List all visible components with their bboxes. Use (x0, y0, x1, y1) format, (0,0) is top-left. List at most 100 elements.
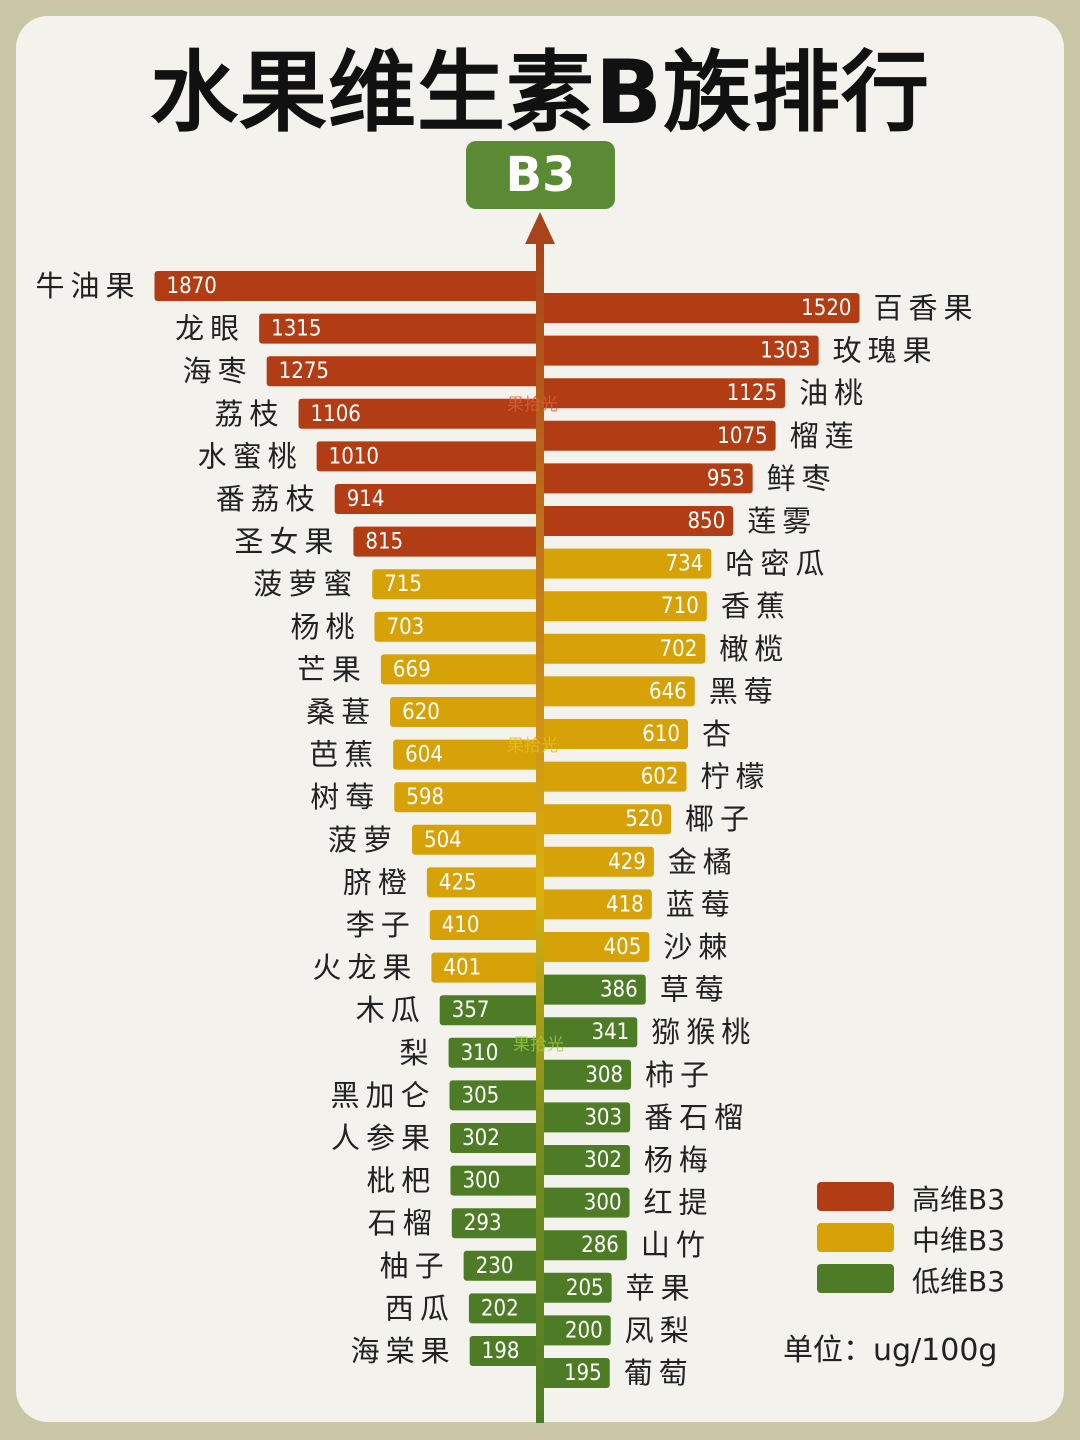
left-fruit-label-2: 龙眼 (175, 312, 245, 346)
right-value-label-9: 702 (660, 637, 698, 662)
right-bar-15 (540, 889, 652, 920)
left-value-label-14: 504 (424, 828, 462, 853)
right-fruit-label-8: 香蕉 (721, 589, 791, 623)
right-value-label-14: 429 (608, 850, 646, 875)
left-value-label-20: 305 (462, 1083, 500, 1108)
right-fruit-label-23: 山竹 (641, 1228, 711, 1262)
left-bar-24 (463, 1250, 540, 1281)
left-fruit-label-23: 石榴 (368, 1206, 438, 1240)
legend-label-high: 高维B3 (912, 1183, 1006, 1216)
right-fruit-label-12: 柠檬 (700, 760, 770, 794)
left-value-label-16: 410 (442, 913, 480, 938)
right-value-label-8: 710 (661, 594, 699, 619)
right-fruit-label-9: 橄榄 (719, 632, 789, 666)
left-bar-26 (469, 1336, 540, 1366)
left-value-label-8: 715 (384, 572, 422, 597)
right-fruit-label-11: 杏 (702, 717, 737, 751)
right-fruit-label-10: 黑莓 (709, 674, 779, 708)
left-value-label-12: 604 (405, 743, 443, 768)
right-bar-21 (540, 1145, 630, 1175)
right-fruit-label-1: 百香果 (874, 291, 979, 325)
left-bar-19 (448, 1037, 540, 1068)
left-value-label-18: 357 (452, 998, 490, 1023)
left-value-label-10: 669 (393, 657, 431, 682)
left-bar-23 (451, 1208, 540, 1239)
right-bar-13 (540, 804, 672, 835)
left-fruit-label-18: 木瓜 (356, 993, 426, 1027)
right-bar-25 (540, 1315, 611, 1346)
left-bar-2 (259, 313, 540, 344)
left-fruit-label-13: 树莓 (310, 780, 380, 814)
right-value-label-20: 303 (584, 1105, 622, 1130)
legend-label-mid: 中维B3 (912, 1224, 1006, 1257)
left-fruit-label-8: 菠萝蜜 (253, 567, 358, 601)
watermark-1: 果拾光 (507, 395, 558, 415)
left-bar-22 (450, 1165, 540, 1196)
right-bar-17 (540, 974, 646, 1005)
right-bar-10 (540, 676, 695, 707)
right-bar-6 (540, 506, 734, 536)
legend-swatch-high (817, 1182, 894, 1211)
left-value-label-21: 302 (462, 1126, 500, 1151)
left-bar-3 (266, 356, 540, 387)
right-value-label-18: 341 (591, 1020, 629, 1045)
axis-arrow-icon (525, 212, 555, 244)
left-fruit-label-22: 枇杷 (366, 1164, 436, 1198)
left-fruit-label-26: 海棠果 (351, 1334, 456, 1368)
left-fruit-label-11: 桑葚 (306, 695, 376, 729)
left-bar-10 (380, 654, 540, 685)
legend-swatch-mid (817, 1223, 894, 1252)
left-bar-16 (429, 910, 540, 940)
left-value-label-7: 815 (365, 530, 403, 555)
left-fruit-label-25: 西瓜 (385, 1291, 455, 1325)
right-fruit-label-21: 杨梅 (644, 1143, 714, 1177)
left-bar-9 (374, 611, 540, 642)
right-value-label-21: 302 (584, 1148, 622, 1173)
left-fruit-label-6: 番荔枝 (216, 482, 321, 516)
left-fruit-label-5: 水蜜桃 (198, 439, 303, 473)
right-bar-19 (540, 1059, 632, 1090)
left-fruit-label-19: 梨 (400, 1036, 435, 1070)
left-value-label-13: 598 (406, 785, 444, 810)
right-value-label-2: 1303 (760, 339, 810, 364)
left-bar-25 (468, 1293, 540, 1324)
right-value-label-23: 286 (581, 1233, 619, 1258)
left-bar-11 (390, 697, 540, 727)
right-bar-12 (540, 761, 687, 792)
left-bar-1 (154, 271, 540, 301)
right-bar-23 (540, 1230, 627, 1261)
left-bar-15 (426, 867, 540, 898)
left-bar-6 (334, 484, 540, 514)
left-value-label-11: 620 (402, 700, 440, 725)
right-fruit-label-25: 凤梨 (625, 1313, 695, 1347)
right-fruit-label-13: 椰子 (685, 802, 755, 836)
right-value-label-13: 520 (625, 807, 663, 832)
right-value-label-3: 1125 (727, 381, 777, 406)
right-value-label-4: 1075 (717, 424, 767, 449)
right-fruit-label-2: 玫瑰果 (833, 334, 938, 368)
right-bar-20 (540, 1102, 631, 1133)
left-bar-4 (298, 398, 540, 429)
right-fruit-label-3: 油桃 (799, 376, 869, 410)
left-fruit-label-16: 李子 (346, 908, 416, 942)
legend-swatch-low (817, 1264, 894, 1293)
left-value-label-19: 310 (461, 1041, 499, 1066)
right-value-label-26: 195 (564, 1361, 602, 1386)
left-fruit-label-24: 柚子 (380, 1249, 450, 1283)
b3-badge: B3 (466, 141, 615, 209)
left-value-label-22: 300 (462, 1169, 500, 1194)
left-bar-14 (411, 824, 540, 855)
left-bar-8 (372, 569, 540, 600)
left-bar-12 (393, 739, 540, 770)
left-value-label-17: 401 (443, 956, 481, 981)
right-value-label-15: 418 (606, 892, 644, 917)
left-bar-21 (450, 1123, 540, 1153)
right-value-label-6: 850 (687, 509, 725, 534)
left-fruit-label-9: 杨桃 (290, 610, 360, 644)
right-bar-9 (540, 633, 706, 664)
right-bar-8 (540, 591, 707, 622)
left-fruit-label-14: 菠萝 (328, 823, 398, 857)
left-bar-20 (449, 1080, 540, 1111)
watermark-3: 果拾光 (513, 1035, 564, 1055)
left-value-label-2: 1315 (271, 317, 321, 342)
